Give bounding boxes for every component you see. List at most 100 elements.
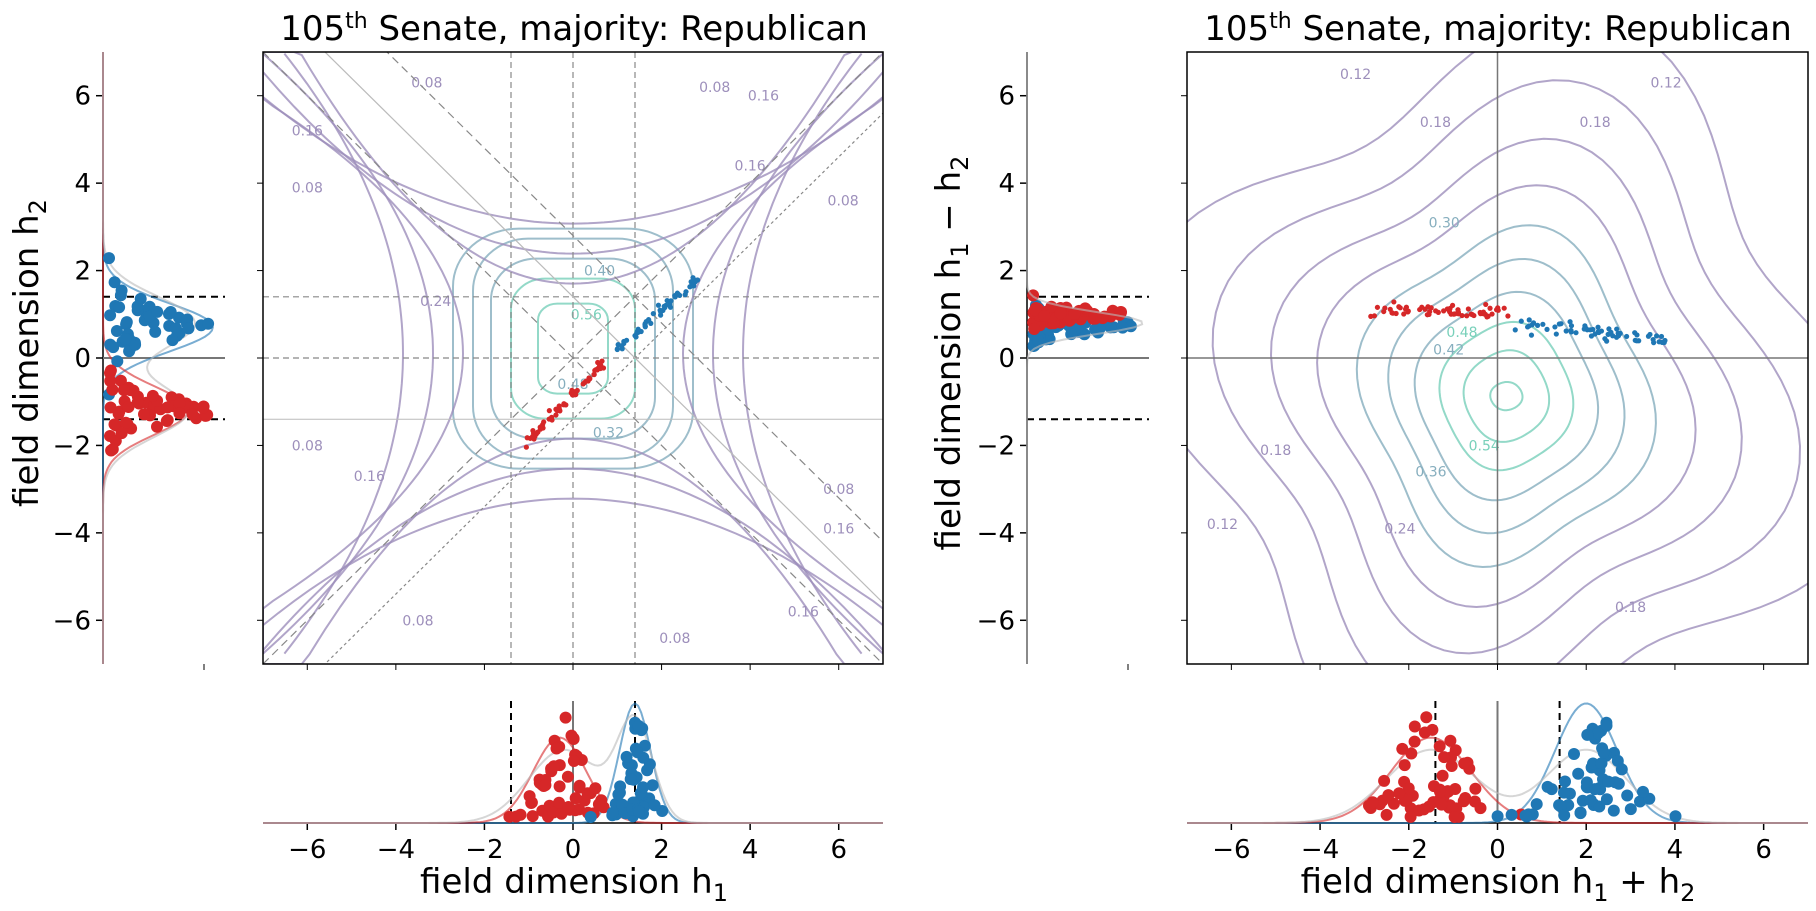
right-ymarg-density-total xyxy=(1026,52,1144,664)
left-xmarg-point-blue xyxy=(584,811,597,823)
left-xtick-label: 0 xyxy=(565,835,582,865)
right-point-blue xyxy=(1526,317,1532,323)
left-antidiag-center xyxy=(263,52,883,664)
left-contour-label: 0.16 xyxy=(748,89,779,105)
right-ytick-label: −6 xyxy=(977,606,1015,636)
left-ymarg-point-red xyxy=(114,374,127,387)
left-ymarg-point-red xyxy=(104,364,117,377)
left-point-blue xyxy=(650,311,656,317)
left-xmarg-point-red xyxy=(547,760,560,773)
left-ymarg-point-blue xyxy=(115,284,128,297)
left-ymarg-point-blue xyxy=(103,252,115,265)
right-point-red xyxy=(1428,305,1434,311)
right-point-blue xyxy=(1588,333,1595,339)
left-xmarg-point-red xyxy=(550,742,563,755)
right-point-blue xyxy=(1595,324,1601,330)
left-ymarg-point-blue xyxy=(111,355,124,368)
right-point-red xyxy=(1505,313,1511,319)
right-ytick-label: 6 xyxy=(998,82,1015,112)
left-ticks: −6 −6 −4 −4 −2 −2 0 0 2 2 4 4 6 6 xyxy=(53,82,847,865)
left-contour-label: 0.08 xyxy=(292,438,323,454)
right-x-axis-label: field dimension h1 + h2 xyxy=(1301,862,1696,907)
left-xmarg-point-blue xyxy=(620,750,633,763)
left-contour-label: 0.16 xyxy=(354,469,385,485)
right-point-blue xyxy=(1563,328,1569,334)
right-xmarg-point-red xyxy=(1442,785,1455,798)
right-contours: 0.12 0.12 0.18 0.18 0.30 0.420.48 0.54 0.18 0.36… xyxy=(1187,52,1808,664)
left-ymarg-point-red xyxy=(115,427,128,440)
right-xmarg-point-red xyxy=(1404,810,1417,823)
left-point-blue xyxy=(658,309,664,315)
left-ymarg-point-blue xyxy=(104,309,117,322)
right-point-blue xyxy=(1656,339,1662,345)
left-contour-arm xyxy=(741,52,863,655)
right-xmarg-point-red xyxy=(1380,808,1393,821)
left-ymarg-point-blue xyxy=(182,322,195,335)
right-point-blue xyxy=(1553,331,1559,337)
right-x-marginal xyxy=(1187,702,1808,824)
right-contour-ring xyxy=(1269,137,1743,655)
right-xmarg-point-blue xyxy=(1595,757,1608,770)
right-point-red xyxy=(1487,305,1493,311)
right-contour-label: 0.36 xyxy=(1415,465,1446,481)
left-xmarg-point-red xyxy=(539,779,552,792)
left-ymarg-point-red xyxy=(122,401,135,413)
left-point-red xyxy=(549,414,555,420)
left-point-red xyxy=(538,424,544,430)
left-contour-arm xyxy=(263,497,883,626)
right-xmarg-point-blue xyxy=(1558,809,1571,822)
right-xmarg-point-blue xyxy=(1615,763,1628,776)
right-point-blue xyxy=(1614,326,1620,332)
left-xmarg-point-red xyxy=(553,796,565,809)
right-xmarg-point-red xyxy=(1469,782,1482,795)
right-xmarg-point-red xyxy=(1445,760,1458,772)
left-contour-ring xyxy=(510,277,636,420)
right-ymarg-point-red xyxy=(1029,304,1042,317)
right-point-red xyxy=(1382,305,1388,311)
left-contour-label: 0.08 xyxy=(411,76,442,92)
right-xmarg-point-red xyxy=(1444,734,1457,747)
right-data-points xyxy=(1368,299,1668,346)
left-point-blue xyxy=(666,301,673,307)
right-xmarg-point-red xyxy=(1435,798,1448,811)
left-contour-arm xyxy=(263,53,465,654)
right-contour-label: 0.18 xyxy=(1420,115,1451,131)
left-ymarg-point-red xyxy=(104,401,117,414)
right-xmarg-point-blue xyxy=(1554,800,1567,813)
right-point-blue xyxy=(1512,327,1518,333)
right-contour-label: 0.12 xyxy=(1650,76,1681,92)
left-ymarg-point-blue xyxy=(151,305,164,318)
left-point-red xyxy=(569,387,575,393)
left-ymarg-point-blue xyxy=(166,334,179,347)
right-contour-ring xyxy=(1187,52,1808,664)
left-xmarg-point-blue xyxy=(648,799,661,812)
left-xmarg-point-red xyxy=(553,780,566,793)
right-xmarg-point-blue xyxy=(1505,808,1518,821)
left-point-red xyxy=(574,387,580,394)
right-contour-ring xyxy=(1462,349,1551,443)
right-contour-label: 0.12 xyxy=(1340,67,1371,83)
left-xmarg-point-red xyxy=(559,711,572,724)
left-contour-label: 0.08 xyxy=(402,613,433,629)
right-ymarg-point-blue xyxy=(1116,321,1129,334)
left-x-axis-label: field dimension h1 xyxy=(420,862,728,907)
left-xmarg-point-blue xyxy=(632,719,645,732)
right-point-blue xyxy=(1544,326,1550,332)
left-point-red xyxy=(546,408,552,414)
left-ytick-label: −2 xyxy=(53,431,91,461)
right-xmarg-point-red xyxy=(1438,751,1451,764)
left-ymarg-point-blue xyxy=(149,325,162,338)
left-point-blue xyxy=(648,320,654,326)
left-point-red xyxy=(556,405,562,411)
right-xmarg-point-red xyxy=(1420,711,1433,724)
right-point-blue xyxy=(1528,332,1535,338)
left-ymarg-point-blue xyxy=(110,325,123,337)
right-point-red xyxy=(1464,313,1470,319)
right-contour-label: 0.30 xyxy=(1429,215,1460,231)
right-point-blue xyxy=(1662,337,1668,344)
left-ymarg-point-red xyxy=(186,408,199,421)
left-point-blue xyxy=(655,302,662,308)
left-xmarg-point-red xyxy=(510,810,522,823)
right-xmarg-point-red xyxy=(1387,797,1400,810)
left-contour-label: 0.56 xyxy=(571,307,602,323)
